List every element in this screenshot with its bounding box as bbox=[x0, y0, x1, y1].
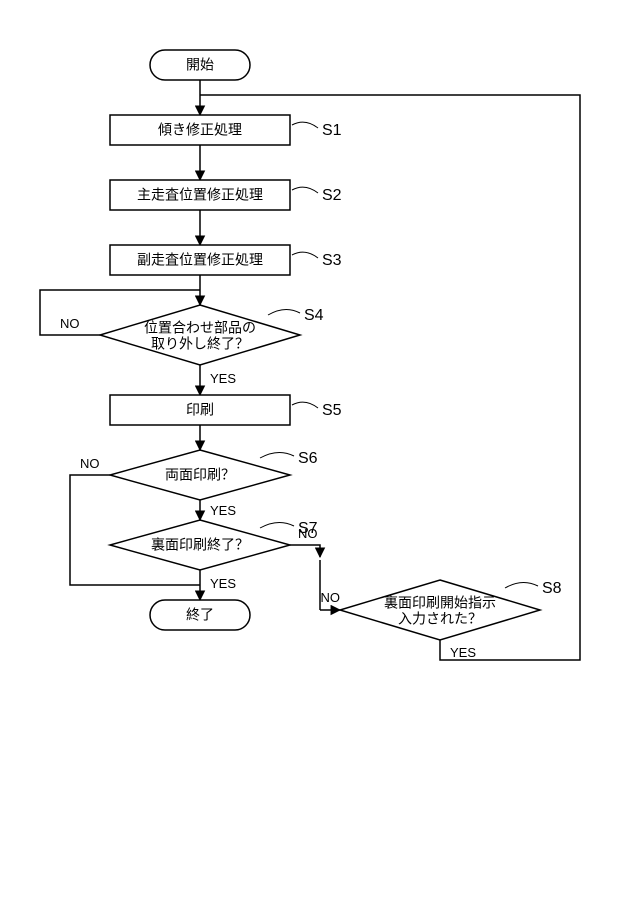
step-label-s5: S5 bbox=[322, 402, 342, 419]
step-label-s3: S3 bbox=[322, 252, 342, 269]
node-end-text: 終了 bbox=[186, 607, 214, 623]
step-label-s7: S7 bbox=[298, 520, 318, 537]
label-connector-s3 bbox=[292, 252, 318, 258]
label-connector-s6 bbox=[260, 452, 294, 458]
edge-label-s8-no: NO bbox=[321, 590, 341, 605]
node-s7-text: 裏面印刷終了？ bbox=[151, 537, 249, 553]
edge-label-s6-yes: YES bbox=[210, 503, 236, 518]
label-connector-s8 bbox=[505, 582, 538, 588]
node-s8-text2: 入力された？ bbox=[398, 611, 482, 627]
edge-s7-no bbox=[290, 545, 320, 557]
edge-label-s4-no: NO bbox=[60, 316, 80, 331]
node-s4-text2: 取り外し終了？ bbox=[151, 336, 249, 352]
node-s5-text: 印刷 bbox=[186, 402, 214, 418]
flowchart-canvas: YES NO YES NO YES NO NO YES 開始 傾き修正処理 主走… bbox=[0, 0, 622, 898]
node-s3-text: 副走査位置修正処理 bbox=[137, 252, 263, 268]
step-label-s8: S8 bbox=[542, 580, 562, 597]
label-connector-s4 bbox=[268, 309, 300, 315]
label-connector-s5 bbox=[292, 402, 318, 408]
node-s1-text: 傾き修正処理 bbox=[158, 122, 242, 138]
step-label-s4: S4 bbox=[304, 307, 324, 324]
node-s8-text1: 裏面印刷開始指示 bbox=[384, 595, 496, 611]
node-start-text: 開始 bbox=[186, 57, 214, 73]
node-s4-text1: 位置合わせ部品の bbox=[144, 320, 256, 336]
edge-label-s8-yes: YES bbox=[450, 645, 476, 660]
node-s2-text: 主走査位置修正処理 bbox=[137, 187, 263, 203]
node-s6-text: 両面印刷？ bbox=[165, 467, 235, 483]
step-label-s6: S6 bbox=[298, 450, 318, 467]
edge-label-s4-yes: YES bbox=[210, 371, 236, 386]
label-connector-s2 bbox=[292, 187, 318, 193]
step-label-s1: S1 bbox=[322, 122, 342, 139]
edge-label-s7-yes: YES bbox=[210, 576, 236, 591]
step-label-s2: S2 bbox=[322, 187, 342, 204]
label-connector-s7 bbox=[260, 522, 294, 528]
label-connector-s1 bbox=[292, 122, 318, 128]
edge-label-s6-no: NO bbox=[80, 456, 100, 471]
